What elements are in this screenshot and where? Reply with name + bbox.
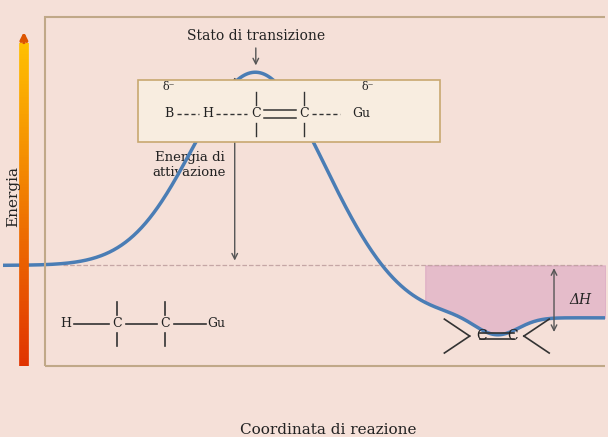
Text: Stato di transizione: Stato di transizione	[187, 29, 325, 43]
Text: C: C	[476, 329, 486, 343]
Text: C: C	[507, 329, 518, 343]
Text: ΔH: ΔH	[569, 293, 591, 307]
Text: δ⁻: δ⁻	[361, 82, 373, 92]
Text: C: C	[251, 108, 261, 120]
Text: C: C	[299, 108, 309, 120]
Text: Gu: Gu	[352, 108, 370, 120]
Text: H: H	[61, 317, 72, 330]
Text: C: C	[112, 317, 122, 330]
Text: Gu: Gu	[208, 317, 226, 330]
Text: δ⁻: δ⁻	[162, 82, 174, 92]
Text: H: H	[202, 108, 213, 120]
Text: Coordinata di reazione: Coordinata di reazione	[240, 423, 416, 437]
Text: Energia di
attivazione: Energia di attivazione	[153, 151, 226, 179]
Bar	[139, 80, 440, 142]
Bar	[45, 17, 608, 366]
Text: C: C	[161, 317, 170, 330]
Text: B: B	[164, 108, 173, 120]
Text: Energia: Energia	[7, 166, 21, 227]
